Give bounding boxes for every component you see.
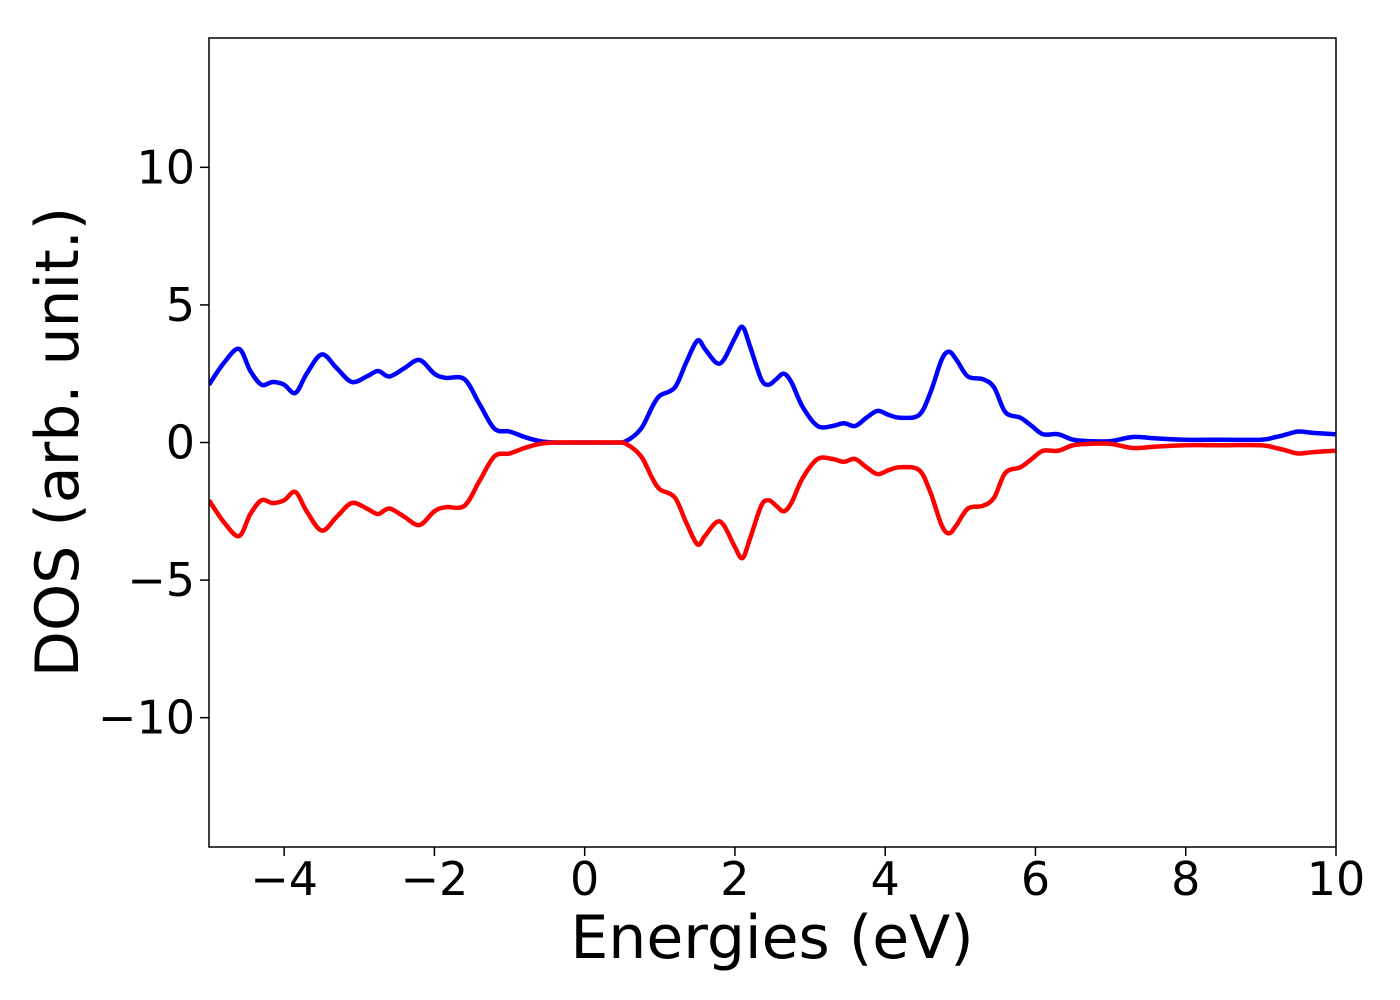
x-tick-label: 6 — [1021, 852, 1050, 906]
series-line-0 — [209, 324, 1336, 445]
x-tick-label: 8 — [1171, 852, 1200, 906]
x-tick-label: 0 — [570, 852, 599, 906]
plot-frame — [208, 37, 1337, 848]
y-tick-label: −5 — [127, 553, 195, 607]
y-tick-label: 10 — [136, 140, 195, 194]
x-axis-label: Energies (eV) — [570, 903, 973, 973]
y-axis: −10 −5 0 5 10 — [98, 140, 209, 745]
x-tick-label: 10 — [1307, 852, 1366, 906]
y-tick-label: 0 — [166, 416, 195, 470]
x-tick-label: −4 — [250, 852, 318, 906]
x-axis: −4 −2 0 2 4 6 8 10 — [250, 847, 1365, 906]
x-tick-label: 4 — [871, 852, 900, 906]
y-tick-label: 5 — [166, 278, 195, 332]
x-tick-label: 2 — [720, 852, 749, 906]
x-tick-label: −2 — [400, 852, 468, 906]
series-layer — [209, 324, 1336, 561]
series-line-1 — [209, 440, 1336, 561]
y-axis-label: DOS (arb. unit.) — [23, 207, 93, 677]
y-tick-label: −10 — [98, 691, 195, 745]
